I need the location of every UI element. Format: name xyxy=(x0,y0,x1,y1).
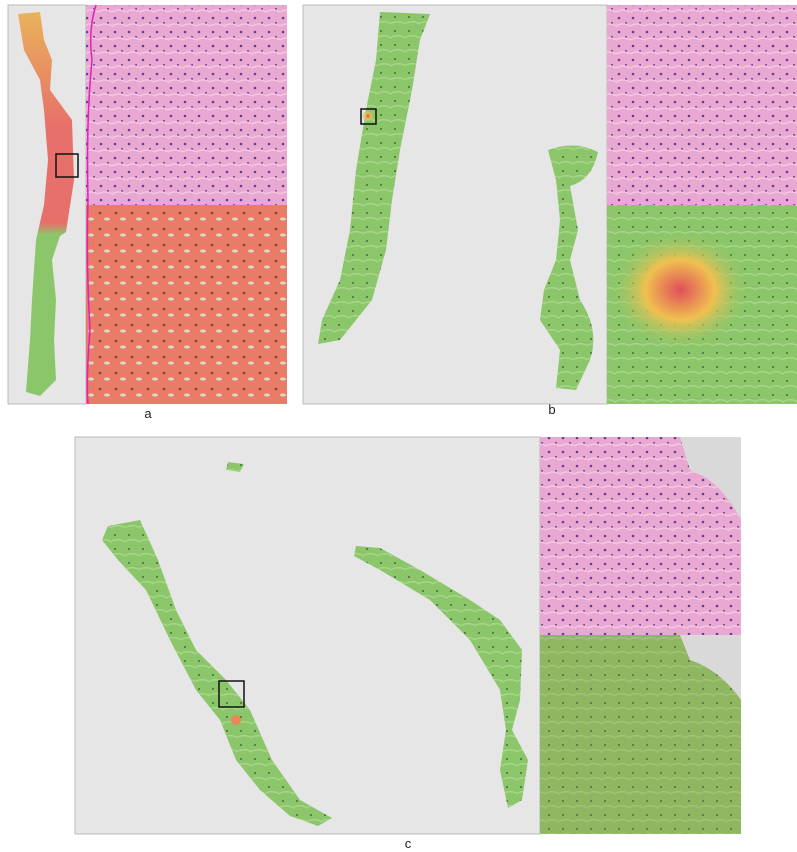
panel-label: b xyxy=(548,402,555,417)
he-zoom xyxy=(607,5,797,205)
panel-b: b xyxy=(303,5,797,417)
panel-c: c xyxy=(75,437,741,851)
panel-a: a xyxy=(8,5,287,421)
he-zoom xyxy=(86,5,287,205)
hotspot xyxy=(231,715,241,725)
panel-label: c xyxy=(405,836,412,851)
hotspot xyxy=(610,230,750,350)
heatmap-tint xyxy=(86,205,287,404)
page: a b c (() => { const data = JSON.parse(d… xyxy=(0,0,797,852)
panel-label: a xyxy=(144,406,152,421)
hotspot xyxy=(362,110,374,122)
figure: a b c xyxy=(0,0,797,852)
